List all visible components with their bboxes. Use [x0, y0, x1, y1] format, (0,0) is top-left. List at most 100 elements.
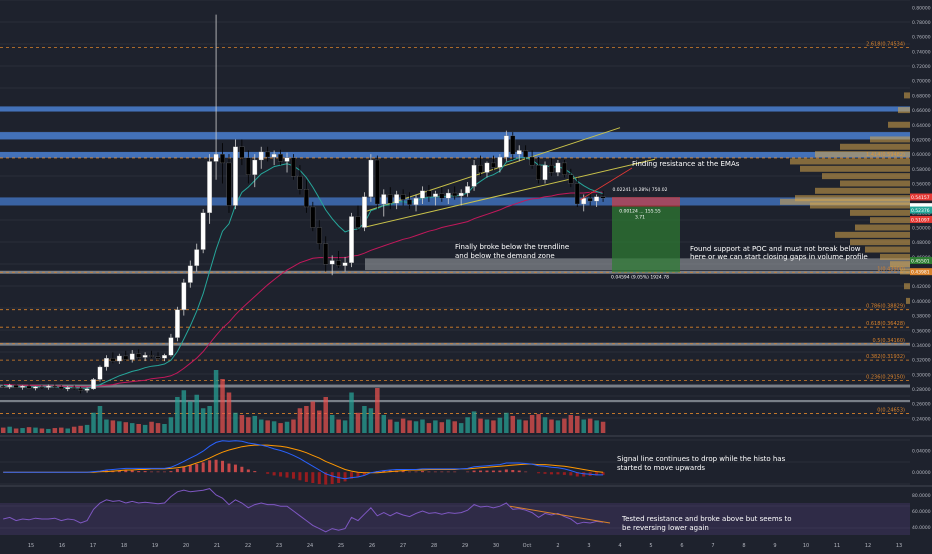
- candle-body: [123, 355, 129, 360]
- candle-body: [97, 366, 103, 380]
- volume-bar: [246, 417, 251, 433]
- time-tick-label: 11: [834, 543, 840, 549]
- volume-bar: [213, 370, 219, 433]
- volume-bar: [336, 419, 341, 433]
- volume-bar: [20, 428, 25, 433]
- macd-histogram-bar: [517, 470, 521, 473]
- price-tick-label: 0.74000: [912, 49, 931, 55]
- candle-body: [265, 151, 271, 158]
- macd-histogram-bar: [446, 471, 450, 473]
- time-tick-label: 8: [742, 543, 745, 549]
- volume-profile-bar: [835, 231, 910, 238]
- candle-body: [491, 162, 496, 168]
- macd-histogram-bar: [208, 460, 212, 473]
- fib-level-label: 0(0.24653): [877, 408, 905, 414]
- macd-histogram-bar: [156, 471, 160, 473]
- candle-body: [439, 193, 445, 199]
- volume-bar: [575, 415, 580, 433]
- volume-profile-bar: [780, 198, 910, 205]
- candle-body: [420, 190, 425, 199]
- macd-histogram-bar: [324, 472, 328, 485]
- macd-histogram-bar: [498, 470, 502, 473]
- time-tick-label: 10: [803, 543, 809, 549]
- macd-histogram-bar: [253, 471, 257, 473]
- macd-histogram-bar: [382, 470, 386, 473]
- macd-histogram-bar: [246, 469, 250, 473]
- volume-bar: [59, 427, 64, 433]
- macd-histogram-bar: [291, 472, 295, 479]
- volume-bar: [362, 406, 367, 433]
- volume-bar: [291, 419, 296, 433]
- macd-histogram-bar: [524, 471, 528, 473]
- macd-histogram-bar: [285, 472, 289, 478]
- candle-body: [297, 175, 303, 190]
- volume-bar: [471, 411, 477, 433]
- price-tick-label: 0.28000: [912, 387, 931, 393]
- candle-body: [484, 162, 490, 173]
- volume-profile-bar: [795, 195, 910, 202]
- candle-body: [594, 196, 600, 202]
- candle-body: [349, 216, 354, 263]
- volume-profile-bar: [855, 224, 910, 231]
- candle-body: [174, 309, 180, 338]
- volume-bar: [568, 415, 574, 433]
- rsi-tick-label: 80.0000: [912, 493, 931, 499]
- volume-bar: [168, 417, 174, 433]
- volume-bar: [587, 418, 593, 433]
- price-tick-label: 0.48000: [912, 240, 931, 246]
- macd-histogram-bar: [595, 472, 599, 476]
- time-tick-label: 30: [493, 543, 499, 549]
- candle-body: [497, 156, 503, 168]
- volume-profile-bar: [900, 268, 910, 275]
- time-tick-label: 21: [214, 543, 220, 549]
- volume-bar: [233, 412, 238, 433]
- volume-profile-bar: [810, 202, 910, 209]
- macd-histogram-bar: [556, 472, 560, 475]
- macd-histogram-bar: [266, 472, 270, 474]
- volume-bar: [175, 397, 180, 433]
- volume-bar: [555, 420, 561, 433]
- rising-trendline-upper: [364, 127, 621, 213]
- candle-body: [271, 153, 277, 158]
- macd-histogram-bar: [575, 472, 579, 477]
- price-tick-label: 0.72000: [912, 64, 931, 70]
- trade-loss-label: 0.02241 (4.28%) 750.02: [612, 187, 667, 193]
- volume-bar: [220, 379, 225, 433]
- volume-bar: [33, 427, 38, 433]
- volume-bar: [581, 419, 586, 433]
- volume-profile-bar: [906, 297, 910, 304]
- candle-body: [181, 282, 187, 310]
- candle-body: [71, 387, 77, 389]
- volume-bar: [136, 424, 141, 433]
- candle-body: [245, 157, 251, 175]
- macd-tick-label: 0.04000: [912, 449, 931, 455]
- volume-bar: [252, 415, 258, 433]
- volume-bar: [258, 419, 264, 433]
- time-axis-background: [0, 538, 932, 550]
- volume-bar: [149, 421, 154, 433]
- volume-profile-bar: [904, 283, 910, 290]
- time-tick-label: 6: [680, 543, 683, 549]
- time-tick-label: 17: [90, 543, 96, 549]
- fib-level-label: 0.236(0.29150): [866, 375, 905, 381]
- macd-histogram-bar: [304, 472, 308, 482]
- macd-histogram-bar: [582, 472, 586, 477]
- price-marker-tag: [910, 257, 932, 265]
- volume-profile-bar: [890, 261, 910, 268]
- candle-body: [45, 385, 51, 388]
- macd-histogram-bar: [227, 463, 231, 473]
- volume-bar: [497, 417, 503, 433]
- volume-bar: [84, 424, 90, 433]
- volume-bar: [323, 397, 328, 433]
- candle-body: [549, 164, 554, 173]
- price-tick-label: 0.60000: [912, 152, 931, 158]
- candle-body: [478, 164, 483, 173]
- volume-bar: [278, 423, 283, 433]
- price-marker-label: 0.54157: [911, 195, 930, 201]
- supply-demand-zone: [0, 151, 910, 158]
- volume-bar: [349, 392, 354, 433]
- volume-bar: [529, 415, 535, 433]
- volume-bar: [78, 425, 83, 433]
